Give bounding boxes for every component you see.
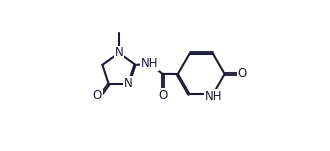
Text: NH: NH — [205, 90, 222, 103]
Text: NH: NH — [141, 57, 158, 70]
Text: O: O — [158, 88, 167, 102]
Text: O: O — [238, 67, 247, 80]
Text: N: N — [115, 46, 123, 59]
Text: O: O — [93, 89, 102, 102]
Text: N: N — [124, 77, 133, 90]
